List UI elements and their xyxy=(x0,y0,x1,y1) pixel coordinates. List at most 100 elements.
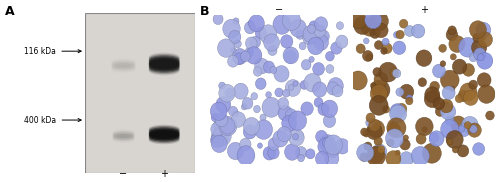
Circle shape xyxy=(286,109,297,121)
Circle shape xyxy=(210,133,224,148)
Circle shape xyxy=(278,127,291,142)
Circle shape xyxy=(474,48,486,61)
Circle shape xyxy=(386,129,404,148)
Circle shape xyxy=(233,18,239,24)
Circle shape xyxy=(447,139,453,145)
Circle shape xyxy=(424,87,440,102)
Circle shape xyxy=(464,90,478,105)
Circle shape xyxy=(303,25,320,43)
Circle shape xyxy=(478,54,484,61)
Circle shape xyxy=(316,151,329,166)
Ellipse shape xyxy=(149,53,180,61)
Circle shape xyxy=(268,46,277,56)
Circle shape xyxy=(244,22,256,34)
Ellipse shape xyxy=(149,135,180,143)
Circle shape xyxy=(400,152,413,167)
Circle shape xyxy=(374,23,388,38)
Circle shape xyxy=(223,19,240,38)
Circle shape xyxy=(400,139,410,150)
Circle shape xyxy=(308,37,324,55)
Circle shape xyxy=(442,86,455,100)
Circle shape xyxy=(450,54,456,60)
Circle shape xyxy=(301,102,314,115)
Circle shape xyxy=(314,98,323,107)
Circle shape xyxy=(242,98,253,109)
Circle shape xyxy=(284,144,300,160)
Circle shape xyxy=(240,51,250,62)
Circle shape xyxy=(390,104,405,119)
Circle shape xyxy=(325,151,339,166)
Circle shape xyxy=(258,143,262,148)
Circle shape xyxy=(416,134,426,144)
Circle shape xyxy=(368,119,380,131)
Circle shape xyxy=(237,146,255,165)
Circle shape xyxy=(418,78,426,87)
Circle shape xyxy=(366,113,375,122)
Circle shape xyxy=(283,47,298,64)
Circle shape xyxy=(374,41,383,50)
Circle shape xyxy=(386,151,401,167)
Circle shape xyxy=(326,52,334,61)
Circle shape xyxy=(436,107,445,116)
Circle shape xyxy=(458,37,477,57)
Circle shape xyxy=(240,138,251,151)
Circle shape xyxy=(268,138,280,150)
Circle shape xyxy=(246,37,257,50)
Circle shape xyxy=(210,102,227,120)
Ellipse shape xyxy=(149,130,180,138)
Circle shape xyxy=(476,22,491,38)
Ellipse shape xyxy=(149,62,180,70)
Text: +: + xyxy=(160,169,168,179)
Circle shape xyxy=(300,81,308,89)
Circle shape xyxy=(394,31,400,38)
Circle shape xyxy=(370,28,380,38)
Circle shape xyxy=(266,92,272,98)
Circle shape xyxy=(364,38,369,44)
Text: −: − xyxy=(274,5,283,15)
Text: 400 kDa: 400 kDa xyxy=(24,116,81,124)
Circle shape xyxy=(314,25,326,37)
Circle shape xyxy=(458,126,464,132)
Circle shape xyxy=(382,38,389,46)
Circle shape xyxy=(445,116,454,125)
Circle shape xyxy=(412,24,425,38)
Ellipse shape xyxy=(149,127,180,135)
Circle shape xyxy=(234,53,244,64)
Circle shape xyxy=(446,130,463,149)
Ellipse shape xyxy=(149,58,180,66)
Circle shape xyxy=(288,111,306,130)
Circle shape xyxy=(322,138,332,148)
Circle shape xyxy=(228,55,238,67)
Ellipse shape xyxy=(149,134,180,142)
Circle shape xyxy=(245,48,254,57)
Circle shape xyxy=(231,47,236,53)
Circle shape xyxy=(392,70,398,76)
Circle shape xyxy=(299,42,306,50)
Circle shape xyxy=(233,110,239,117)
Circle shape xyxy=(302,60,311,70)
Circle shape xyxy=(306,149,315,159)
Circle shape xyxy=(282,11,300,30)
Circle shape xyxy=(213,14,223,25)
Circle shape xyxy=(432,64,446,78)
Circle shape xyxy=(462,116,478,134)
Circle shape xyxy=(366,54,373,61)
Circle shape xyxy=(478,32,492,47)
Circle shape xyxy=(254,67,262,76)
Circle shape xyxy=(329,147,339,157)
Circle shape xyxy=(326,65,334,73)
Circle shape xyxy=(332,85,343,97)
Circle shape xyxy=(457,145,469,157)
Circle shape xyxy=(440,120,459,139)
Circle shape xyxy=(440,99,453,113)
Circle shape xyxy=(211,127,228,146)
Circle shape xyxy=(460,83,477,101)
Circle shape xyxy=(218,82,226,89)
Circle shape xyxy=(250,36,260,48)
Circle shape xyxy=(216,97,231,113)
Circle shape xyxy=(309,56,314,62)
Circle shape xyxy=(278,105,292,121)
Circle shape xyxy=(478,85,495,103)
Circle shape xyxy=(318,138,334,155)
Circle shape xyxy=(219,84,235,102)
